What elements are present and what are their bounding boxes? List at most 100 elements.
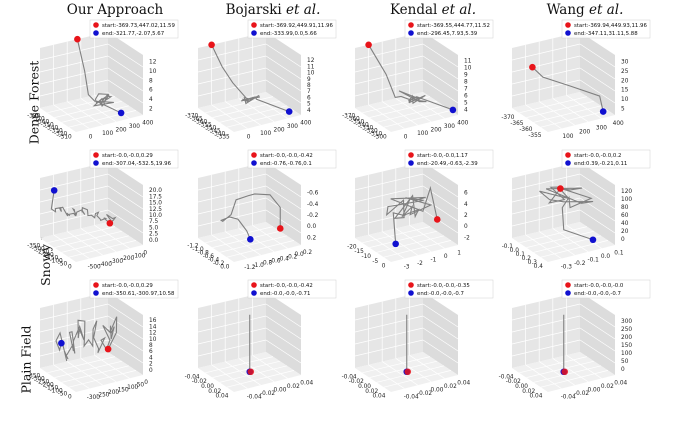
z-tick-label: 12 bbox=[149, 60, 157, 66]
grid-line bbox=[354, 303, 424, 321]
grid-line bbox=[511, 339, 581, 357]
side-pane bbox=[108, 162, 143, 245]
grid-line bbox=[566, 94, 602, 119]
x-tick-label: -370 bbox=[32, 117, 45, 123]
grid-line bbox=[265, 315, 302, 340]
legend-end-marker bbox=[565, 160, 571, 166]
z-tick-label: 20.0 bbox=[149, 188, 162, 194]
z-tick-label: 12 bbox=[149, 331, 157, 337]
x-tick-label: -50 bbox=[58, 392, 68, 398]
grid-line bbox=[511, 173, 581, 191]
z-tick-label: 6 bbox=[149, 88, 153, 94]
grid-line bbox=[519, 96, 588, 114]
side-pane bbox=[580, 32, 615, 115]
start-marker bbox=[74, 35, 81, 43]
grid-line bbox=[519, 356, 588, 374]
y-tick-label: 0 bbox=[444, 254, 448, 260]
side-pane bbox=[108, 32, 143, 115]
legend-end-label: end:-347.11,31.11,5.88 bbox=[574, 31, 638, 37]
z-tick-label: 8 bbox=[307, 83, 311, 89]
grid-line bbox=[422, 209, 459, 234]
legend-end-label: end:-321.77,-2.07,5.67 bbox=[102, 31, 164, 37]
x-tick-label: -300 bbox=[374, 135, 387, 141]
z-tick-label: 15.0 bbox=[149, 201, 162, 207]
grid-line bbox=[533, 365, 602, 383]
z-tick-label: 6 bbox=[464, 94, 468, 100]
grid-line bbox=[39, 173, 109, 191]
trajectory-line bbox=[385, 185, 438, 244]
side-pane bbox=[423, 32, 458, 115]
z-tick-label: 12.5 bbox=[149, 207, 162, 213]
grid-line bbox=[409, 354, 445, 379]
legend-end-label: end:-0.0,-0.0,-0.71 bbox=[260, 291, 310, 297]
z-tick-label: 250 bbox=[621, 327, 632, 333]
grid-line bbox=[225, 231, 261, 256]
z-tick-label: 4 bbox=[307, 108, 311, 114]
y-tick-label: 0.02 bbox=[601, 384, 614, 390]
legend-end-label: end:-333.99,0.0,5.66 bbox=[260, 31, 317, 37]
grid-line bbox=[354, 315, 424, 333]
grid-line bbox=[552, 98, 589, 123]
grid-line bbox=[525, 234, 562, 259]
grid-line bbox=[383, 370, 452, 388]
x-tick-label: -0.02 bbox=[192, 379, 207, 385]
x-tick-label: 0 bbox=[382, 264, 386, 270]
grid-line bbox=[422, 303, 459, 328]
z-tick-label: -0.2 bbox=[307, 213, 319, 219]
grid-line bbox=[519, 226, 588, 244]
grid-line bbox=[212, 230, 281, 248]
x-tick-label: -350 bbox=[27, 244, 40, 250]
grid-line bbox=[219, 235, 288, 253]
grid-line bbox=[80, 98, 117, 123]
x-tick-label: -10 bbox=[362, 254, 372, 260]
grid-line bbox=[409, 224, 445, 249]
x-tick-label: -335 bbox=[217, 135, 230, 141]
grid-line bbox=[265, 67, 302, 92]
legend-end-label: end:-20.49,-0.63,-2.39 bbox=[417, 161, 478, 167]
legend-end-marker bbox=[93, 160, 99, 166]
legend-box bbox=[561, 149, 651, 169]
grid-line bbox=[219, 365, 288, 383]
grid-line bbox=[525, 364, 562, 389]
x-tick-label: -310 bbox=[369, 132, 382, 138]
z-tick-label: -0.4 bbox=[307, 202, 319, 208]
grid-line bbox=[552, 358, 589, 383]
x-tick-label: -0.04 bbox=[499, 374, 514, 380]
y-tick-label: -0.04 bbox=[247, 394, 262, 400]
legend-start-marker bbox=[251, 22, 257, 28]
y-tick-label: 1 bbox=[457, 251, 461, 257]
y-tick-label: -0.6 bbox=[269, 259, 281, 265]
grid-line bbox=[39, 185, 109, 203]
x-tick-label: -0.4 bbox=[208, 257, 220, 263]
trajectory-line bbox=[532, 66, 604, 112]
x-tick-label: -350 bbox=[41, 123, 54, 129]
grid-line bbox=[252, 354, 288, 379]
grid-line bbox=[205, 226, 274, 244]
grid-line bbox=[579, 303, 616, 328]
z-tick-label: 200 bbox=[621, 335, 632, 341]
grid-line bbox=[422, 67, 459, 92]
z-tick-label: 11 bbox=[464, 59, 472, 65]
y-tick-label: 0.04 bbox=[300, 381, 313, 387]
column-title: Kendal bbox=[389, 2, 438, 18]
legend: start:-369.94,449.93,11.96 end:-347.11,31… bbox=[561, 19, 651, 39]
trajectory-line bbox=[211, 44, 290, 113]
grid-line bbox=[539, 101, 575, 126]
y-tick-label: -100 bbox=[132, 253, 145, 259]
grid-line bbox=[107, 197, 144, 222]
start-marker bbox=[529, 63, 536, 71]
grid-line bbox=[94, 354, 130, 379]
legend-box bbox=[247, 149, 337, 169]
x-tick-label: -360 bbox=[194, 120, 207, 126]
grid-line bbox=[39, 79, 109, 97]
z-tick-label: 0 bbox=[464, 224, 468, 230]
legend-start-marker bbox=[93, 22, 99, 28]
y-tick-label: -200 bbox=[121, 256, 134, 262]
y-tick-label: 200 bbox=[274, 128, 285, 134]
y-tick-label: -300 bbox=[110, 259, 123, 265]
y-tick-label: -1 bbox=[431, 258, 437, 264]
x-tick-label: 0.02 bbox=[522, 389, 535, 395]
grid-line bbox=[107, 67, 144, 92]
grid-line bbox=[211, 364, 248, 389]
z-tick-label: 25 bbox=[621, 69, 629, 75]
